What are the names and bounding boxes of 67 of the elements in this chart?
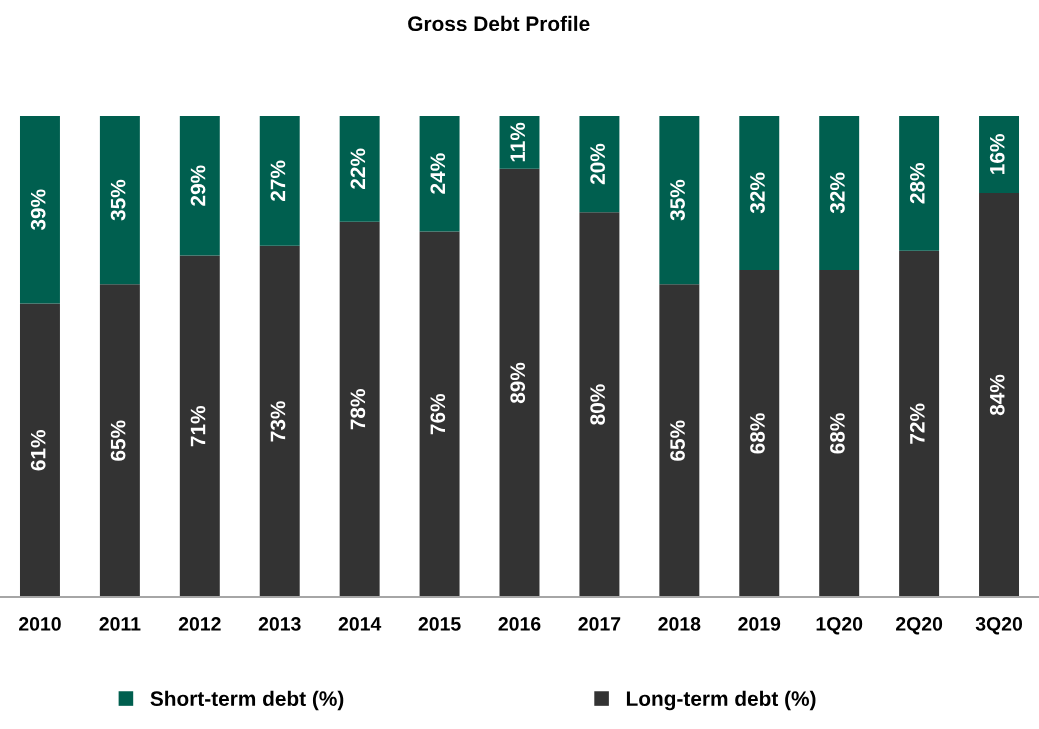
bar — [899, 250, 940, 598]
data-label: 11% — [510, 122, 526, 162]
x-tick-label: 2018 — [658, 617, 701, 631]
bar — [99, 284, 140, 598]
bar — [499, 168, 540, 598]
data-label: 32% — [830, 172, 845, 214]
data-label: 20% — [590, 143, 606, 185]
legend-label: Long-term debt (%) — [626, 690, 816, 711]
x-tick-label: 2012 — [178, 617, 221, 631]
bar — [419, 231, 460, 598]
bar — [979, 115, 1020, 193]
data-label: 71% — [190, 405, 206, 447]
x-tick-label: 2016 — [498, 617, 541, 631]
bar — [739, 115, 780, 270]
bar — [259, 115, 300, 246]
bar — [19, 303, 60, 598]
bar — [99, 115, 140, 285]
data-label: 68% — [750, 413, 765, 454]
data-label: 28% — [909, 162, 925, 204]
bar — [179, 255, 220, 598]
data-label: 24% — [430, 153, 446, 194]
x-tick-label: 2010 — [19, 617, 61, 631]
x-tick-label: 1Q20 — [816, 617, 863, 635]
bar — [259, 245, 300, 598]
data-label: 16% — [989, 134, 1005, 174]
bar — [659, 115, 700, 285]
bar — [339, 221, 380, 598]
data-label: 65% — [110, 420, 126, 461]
data-label: 35% — [110, 179, 126, 221]
x-tick-label: 2Q20 — [896, 617, 943, 635]
data-label: 72% — [909, 403, 925, 444]
data-label: 65% — [670, 420, 685, 461]
x-tick-label: 2011 — [99, 617, 141, 631]
x-tick-label: 2015 — [418, 617, 461, 631]
bar — [979, 192, 1020, 598]
data-label: 39% — [30, 189, 46, 231]
data-label: 68% — [830, 413, 845, 454]
x-tick-label: 2017 — [578, 617, 621, 631]
bar — [819, 269, 860, 598]
data-label: 61% — [30, 430, 46, 471]
data-label: 73% — [270, 401, 286, 442]
bar — [579, 115, 620, 213]
bar — [819, 115, 860, 270]
legend-label: Short-term debt (%) — [150, 690, 344, 711]
bar — [899, 115, 940, 251]
bar — [419, 115, 460, 232]
data-label: 76% — [430, 393, 446, 435]
chart-title: Gross Debt Profile — [408, 15, 590, 32]
data-label: 27% — [270, 160, 286, 201]
data-label: 78% — [350, 389, 366, 430]
data-label: 84% — [989, 374, 1005, 416]
data-label: 80% — [590, 384, 606, 425]
bar — [19, 115, 60, 304]
x-tick-label: 2019 — [738, 617, 781, 631]
data-label: 29% — [190, 165, 206, 206]
x-tick-label: 3Q20 — [975, 617, 1023, 635]
data-label: 89% — [510, 362, 526, 404]
bar — [179, 115, 220, 256]
x-tick-label: 2014 — [338, 617, 382, 631]
data-label: 22% — [350, 148, 366, 189]
bar — [739, 269, 780, 598]
data-label: 35% — [670, 179, 685, 221]
x-tick-label: 2013 — [258, 617, 301, 631]
bar — [339, 115, 380, 222]
data-label: 32% — [750, 172, 765, 214]
bar — [579, 212, 620, 598]
bar — [659, 284, 700, 598]
